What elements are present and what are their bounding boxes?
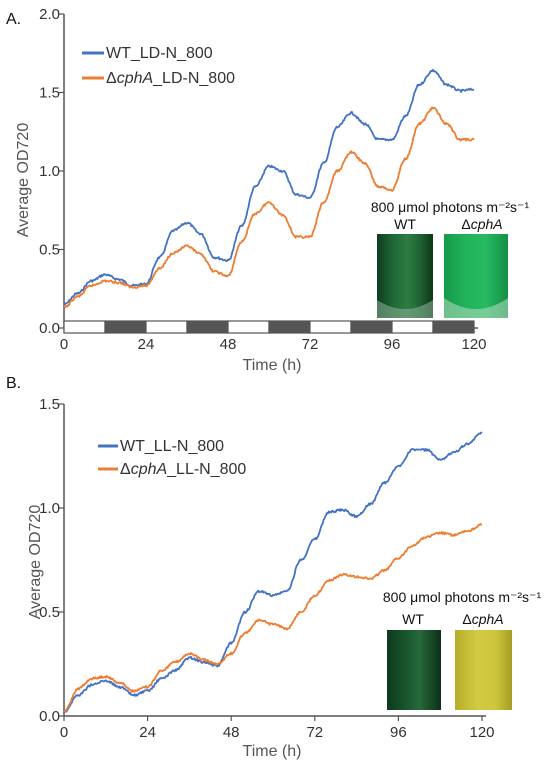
panel-a-inset: 800 μmol photons m⁻²s⁻¹ WT ΔcphA bbox=[371, 199, 530, 318]
panel-b: B. Average OD720 Time (h) 0.0 0.5 1.0 1.5 0 2… bbox=[6, 375, 541, 760]
panel-b-series bbox=[63, 431, 483, 714]
x-tick-label: 24 bbox=[138, 336, 155, 353]
legend-label-wt: WT_LL-N_800 bbox=[120, 438, 224, 455]
y-tick-label: 1.5 bbox=[39, 85, 60, 102]
inset-a-mut-tube-bottom bbox=[444, 298, 508, 318]
inset-b-title: 800 μmol photons m⁻²s⁻¹ bbox=[383, 589, 542, 605]
light-dark-bar bbox=[63, 320, 475, 334]
y-tick-label: 1.5 bbox=[39, 396, 60, 413]
inset-a-wt-label: WT bbox=[394, 216, 416, 232]
dark-period bbox=[268, 320, 311, 334]
inset-b-mut-label: ΔcphA bbox=[462, 611, 503, 627]
x-tick-label: 48 bbox=[220, 336, 237, 353]
inset-b-wt-tube bbox=[387, 630, 441, 710]
legend-label-mut: ΔcphA_LD-N_800 bbox=[106, 70, 235, 87]
panel-a-label: A. bbox=[6, 11, 21, 28]
series-line-cpha bbox=[64, 523, 483, 713]
panel-a-legend: WT_LD-N_800 ΔcphA_LD-N_800 bbox=[82, 45, 235, 87]
panel-b-xlabel: Time (h) bbox=[243, 743, 302, 760]
x-tick-label: 120 bbox=[461, 336, 486, 353]
x-tick-label: 96 bbox=[384, 336, 401, 353]
y-tick-label: 1.0 bbox=[39, 163, 60, 180]
x-tick-label: 96 bbox=[390, 724, 407, 741]
panel-a-xlabel: Time (h) bbox=[243, 357, 302, 374]
legend-label-mut: ΔcphA_LL-N_800 bbox=[120, 461, 246, 478]
x-tick-label: 72 bbox=[302, 336, 319, 353]
legend-label-wt: WT_LD-N_800 bbox=[106, 45, 213, 62]
x-tick-label: 24 bbox=[139, 724, 156, 741]
inset-a-wt-tube bbox=[377, 234, 433, 318]
panel-b-axes: 0.0 0.5 1.0 1.5 0 24 48 72 96 120 bbox=[39, 396, 494, 741]
inset-a-mut-label: ΔcphA bbox=[461, 216, 502, 232]
panel-b-ylabel: Average OD720 bbox=[27, 505, 44, 620]
dark-period bbox=[104, 320, 147, 334]
panel-a: A. Average OD720 Time (h) 0.0 0.5 1.0 1.5 2.… bbox=[6, 6, 529, 374]
y-tick-label: 2.0 bbox=[39, 6, 60, 23]
series-line-cpha bbox=[63, 106, 475, 309]
panel-b-legend: WT_LL-N_800 ΔcphA_LL-N_800 bbox=[98, 438, 246, 478]
light-period bbox=[309, 320, 352, 334]
inset-a-wt-tube-bottom bbox=[377, 300, 433, 318]
x-tick-label: 0 bbox=[60, 336, 68, 353]
y-tick-label: 0.0 bbox=[39, 320, 60, 337]
x-tick-label: 120 bbox=[469, 724, 494, 741]
inset-a-mut-tube bbox=[444, 234, 508, 318]
panel-b-label: B. bbox=[6, 375, 21, 392]
panel-b-inset: 800 μmol photons m⁻²s⁻¹ WT ΔcphA bbox=[383, 589, 542, 710]
light-period bbox=[145, 320, 188, 334]
inset-a-title: 800 μmol photons m⁻²s⁻¹ bbox=[371, 199, 530, 215]
dark-period bbox=[350, 320, 393, 334]
y-tick-label: 0.5 bbox=[39, 242, 60, 259]
panel-a-series bbox=[63, 68, 475, 309]
light-period bbox=[63, 320, 106, 334]
dark-period bbox=[186, 320, 229, 334]
light-period bbox=[227, 320, 270, 334]
x-tick-label: 72 bbox=[306, 724, 323, 741]
light-period bbox=[391, 320, 434, 334]
x-tick-label: 48 bbox=[223, 724, 240, 741]
series-line-wt bbox=[63, 68, 475, 306]
inset-b-wt-label: WT bbox=[402, 611, 424, 627]
y-tick-label: 0.0 bbox=[39, 708, 60, 725]
panel-a-ylabel: Average OD720 bbox=[15, 123, 32, 238]
dark-period bbox=[432, 320, 475, 334]
y-tick-label: 1.0 bbox=[39, 500, 60, 517]
series-line-wt bbox=[63, 431, 483, 714]
inset-b-mut-tube bbox=[455, 630, 512, 710]
x-tick-label: 0 bbox=[60, 724, 68, 741]
y-tick-label: 0.5 bbox=[39, 604, 60, 621]
